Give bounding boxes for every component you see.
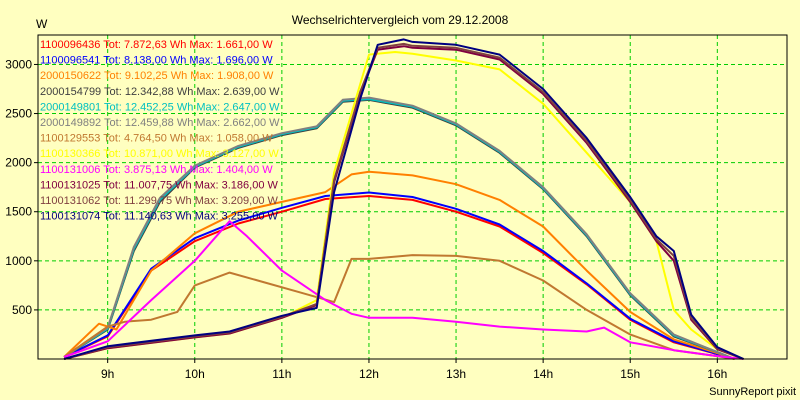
series-line-2000149892: [63, 96, 736, 360]
legend-entry-1100096436: 1100096436 Tot: 7.872,63 Wh Max: 1.661,0…: [40, 39, 273, 51]
footer-credit: SunnyReport pixit: [709, 386, 796, 398]
chart-title: Wechselrichtervergleich vom 29.12.2008: [292, 13, 509, 27]
legend-entry-1100131074: 1100131074 Tot: 11.140,63 Wh Max: 3.255,…: [40, 211, 279, 223]
legend-entry-1100131025: 1100131025 Tot: 11.007,75 Wh Max: 3.186,…: [40, 179, 279, 191]
series-lines: [63, 38, 744, 360]
y-axis-label: W: [36, 17, 48, 31]
series-line-1100129553: [63, 254, 735, 360]
legend-entry-2000150622: 2000150622 Tot: 9.102,25 Wh Max: 1.908,0…: [40, 70, 274, 82]
legend-entry-2000154799: 2000154799 Tot: 12.342,88 Wh Max: 2.639,…: [40, 86, 280, 98]
legend-entry-1100130366: 1100130366 Tot: 10.871,00 Wh Max: 3.127,…: [40, 148, 279, 160]
x-tick-label: 11h: [272, 367, 291, 381]
y-tick-label: 500: [12, 303, 32, 317]
plot-area-frame: [37, 34, 788, 360]
legend-entry-2000149892: 2000149892 Tot: 12.459,88 Wh Max: 2.662,…: [40, 117, 280, 129]
series-line-1100131074: [63, 38, 744, 360]
x-tick-label: 16h: [707, 367, 727, 381]
y-tick-label: 2500: [5, 107, 32, 121]
x-tick-labels: 9h 10h 11h 12h 13h 14h 15h 16h: [101, 367, 727, 381]
y-tick-label: 3000: [5, 57, 32, 71]
x-tick-label: 15h: [620, 367, 640, 381]
axes: [34, 34, 788, 363]
x-tick-label: 9h: [101, 367, 114, 381]
series-line-1100131006: [63, 220, 744, 360]
legend: 1100096436 Tot: 7.872,63 Wh Max: 1.661,0…: [40, 39, 280, 223]
x-tick-label: 10h: [185, 367, 205, 381]
legend-entry-2000149801: 2000149801 Tot: 12.452,25 Wh Max: 2.647,…: [40, 101, 280, 113]
series-line-2000150622: [63, 170, 736, 360]
series-line-1100096541: [63, 191, 735, 360]
legend-entry-1100131006: 1100131006 Tot: 3.875,13 Wh Max: 1.404,0…: [40, 164, 273, 176]
x-tick-label: 14h: [533, 367, 553, 381]
legend-entry-1100131062: 1100131062 Tot: 11.299,75 Wh Max: 3.209,…: [40, 195, 279, 207]
y-tick-label: 2000: [5, 156, 32, 170]
legend-entry-1100129553: 1100129553 Tot: 4.764,50 Wh Max: 1.058,0…: [40, 133, 273, 145]
y-tick-label: 1500: [5, 205, 32, 219]
x-tick-label: 12h: [359, 367, 379, 381]
y-tick-labels: 500 1000 1500 2000 2500 3000: [5, 57, 32, 316]
x-tick-label: 13h: [446, 367, 466, 381]
legend-entry-1100096541: 1100096541 Tot: 8.138,00 Wh Max: 1.696,0…: [40, 55, 273, 67]
y-tick-label: 1000: [5, 254, 32, 268]
